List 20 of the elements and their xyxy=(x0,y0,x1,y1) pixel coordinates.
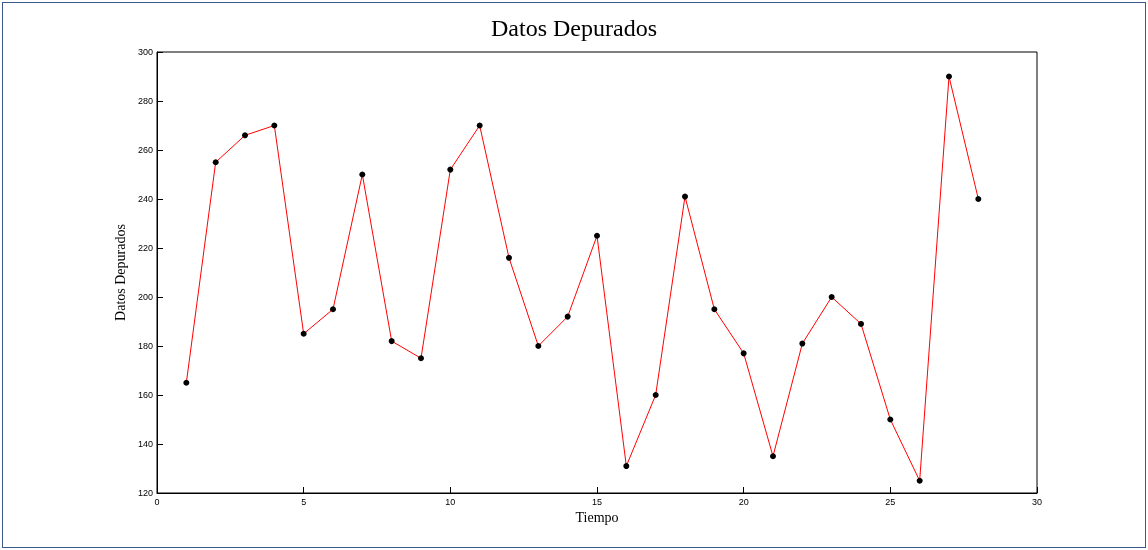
x-tick-label: 30 xyxy=(1031,496,1043,507)
x-tick-label: 20 xyxy=(738,496,749,507)
y-tick-label: 120 xyxy=(137,488,153,498)
y-tick-label: 240 xyxy=(137,194,153,204)
y-tick-label: 200 xyxy=(137,292,153,302)
y-tick-label: 160 xyxy=(137,390,153,400)
x-tick-label: 5 xyxy=(301,496,307,507)
x-tick-label: 15 xyxy=(591,496,603,507)
y-tick-label: 220 xyxy=(137,243,153,253)
y-tick-label: 280 xyxy=(137,96,153,106)
x-axis-title: Tiempo xyxy=(575,510,619,526)
y-tick-label: 300 xyxy=(137,47,153,57)
y-axis-title: Datos Depurados xyxy=(112,224,128,321)
y-tick-label: 260 xyxy=(137,145,153,155)
x-tick-label: 0 xyxy=(154,496,160,507)
y-tick-label: 180 xyxy=(137,341,153,351)
x-tick-label: 10 xyxy=(445,496,456,507)
x-tick-label: 25 xyxy=(885,496,896,507)
y-tick-label: 140 xyxy=(137,439,153,449)
chart-title: Datos Depurados xyxy=(491,15,657,41)
